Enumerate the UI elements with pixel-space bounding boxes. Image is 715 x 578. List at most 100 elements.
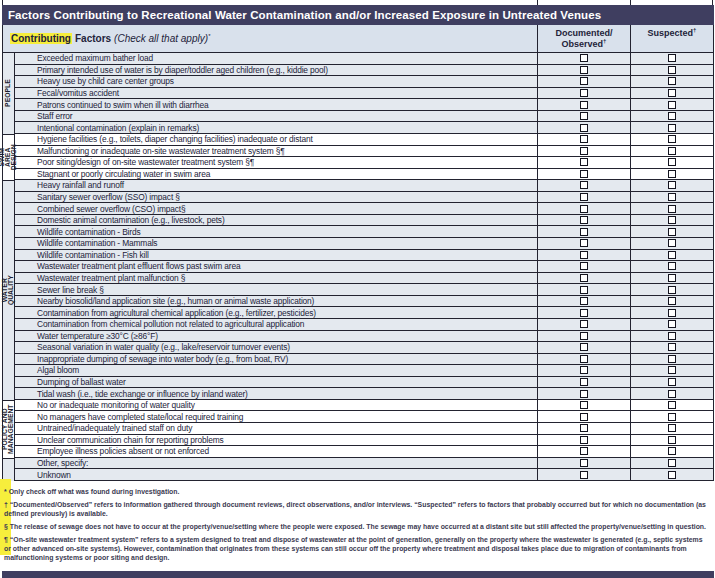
suspected-checkbox[interactable]: [668, 239, 676, 247]
suspected-checkbox[interactable]: [668, 135, 676, 143]
documented-checkbox[interactable]: [580, 112, 588, 120]
suspected-checkbox[interactable]: [668, 390, 676, 398]
suspected-checkbox[interactable]: [668, 436, 676, 444]
table-row: No or inadequate monitoring of water qua…: [3, 400, 714, 412]
suspected-checkbox[interactable]: [668, 77, 676, 85]
documented-checkbox[interactable]: [580, 459, 588, 467]
group-label-text: POLICY AND MANAGEMENT: [2, 405, 14, 454]
documented-checkbox[interactable]: [580, 89, 588, 97]
suspected-checkbox[interactable]: [668, 471, 676, 479]
table-row: Hygiene facilities (e.g., toilets, diape…: [3, 134, 714, 146]
suspected-checkbox[interactable]: [668, 355, 676, 363]
suspected-checkbox[interactable]: [668, 170, 676, 178]
documented-checkbox[interactable]: [580, 228, 588, 236]
footnote-text: The release of sewage does not have to o…: [10, 523, 706, 530]
documented-checkbox[interactable]: [580, 447, 588, 455]
factor-label: Dumping of ballast water: [15, 377, 538, 389]
documented-checkbox[interactable]: [580, 101, 588, 109]
documented-checkbox[interactable]: [580, 239, 588, 247]
suspected-checkbox[interactable]: [668, 205, 676, 213]
table-row: Sanitary sewer overflow (SSO) impact §: [3, 192, 714, 204]
table-row: Wastewater treatment plant malfunction §: [3, 273, 714, 285]
suspected-checkbox[interactable]: [668, 101, 676, 109]
documented-checkbox[interactable]: [580, 309, 588, 317]
suspected-checkbox[interactable]: [668, 112, 676, 120]
documented-checkbox[interactable]: [580, 54, 588, 62]
suspected-checkbox[interactable]: [668, 401, 676, 409]
suspected-checkbox[interactable]: [668, 124, 676, 132]
suspected-checkbox[interactable]: [668, 297, 676, 305]
documented-checkbox[interactable]: [580, 424, 588, 432]
suspected-checkbox[interactable]: [668, 286, 676, 294]
factor-label: Intentional contamination (explain in re…: [15, 122, 538, 134]
documented-checkbox[interactable]: [580, 205, 588, 213]
suspected-checkbox[interactable]: [668, 147, 676, 155]
documented-checkbox[interactable]: [580, 355, 588, 363]
factor-label: Heavy rainfall and runoff: [15, 180, 538, 192]
factor-label: Unclear communication chain for reportin…: [15, 435, 538, 447]
documented-checkbox[interactable]: [580, 413, 588, 421]
suspected-checkbox[interactable]: [668, 343, 676, 351]
documented-checkbox[interactable]: [580, 366, 588, 374]
documented-checkbox[interactable]: [580, 297, 588, 305]
suspected-checkbox[interactable]: [668, 181, 676, 189]
documented-checkbox[interactable]: [580, 343, 588, 351]
footnote-text: Only check off what was found during inv…: [9, 488, 180, 495]
suspected-checkbox[interactable]: [668, 216, 676, 224]
documented-checkbox[interactable]: [580, 170, 588, 178]
documented-checkbox[interactable]: [580, 320, 588, 328]
documented-checkbox[interactable]: [580, 193, 588, 201]
factor-label: Sanitary sewer overflow (SSO) impact §: [15, 192, 538, 204]
documented-checkbox[interactable]: [580, 147, 588, 155]
documented-checkbox[interactable]: [580, 77, 588, 85]
documented-checkbox[interactable]: [580, 262, 588, 270]
suspected-checkbox[interactable]: [668, 366, 676, 374]
suspected-checkbox[interactable]: [668, 424, 676, 432]
suspected-checkbox[interactable]: [668, 447, 676, 455]
documented-checkbox[interactable]: [580, 181, 588, 189]
documented-checkbox[interactable]: [580, 332, 588, 340]
factor-label: Poor siting/design of on-site wastewater…: [15, 157, 538, 169]
group-label-text: WATER QUALITY: [2, 276, 14, 306]
documented-checkbox[interactable]: [580, 401, 588, 409]
documented-checkbox[interactable]: [580, 436, 588, 444]
bottom-divider-bar: [2, 571, 714, 578]
documented-checkbox[interactable]: [580, 216, 588, 224]
suspected-checkbox[interactable]: [668, 274, 676, 282]
documented-checkbox[interactable]: [580, 378, 588, 386]
documented-checkbox[interactable]: [580, 471, 588, 479]
suspected-checkbox[interactable]: [668, 158, 676, 166]
suspected-checkbox[interactable]: [668, 89, 676, 97]
documented-checkbox[interactable]: [580, 251, 588, 259]
documented-checkbox[interactable]: [580, 274, 588, 282]
table-row: Dumping of ballast water: [3, 377, 714, 389]
factor-label: No managers have completed state/local r…: [15, 411, 538, 423]
documented-checkbox[interactable]: [580, 135, 588, 143]
documented-checkbox[interactable]: [580, 124, 588, 132]
factor-label: Inappropriate dumping of sewage into wat…: [15, 354, 538, 366]
suspected-checkbox[interactable]: [668, 262, 676, 270]
documented-checkbox[interactable]: [580, 66, 588, 74]
suspected-checkbox[interactable]: [668, 54, 676, 62]
suspected-checkbox[interactable]: [668, 320, 676, 328]
suspected-checkbox[interactable]: [668, 251, 676, 259]
suspected-checkbox[interactable]: [668, 66, 676, 74]
suspected-checkbox[interactable]: [668, 459, 676, 467]
suspected-checkbox[interactable]: [668, 413, 676, 421]
documented-checkbox[interactable]: [580, 390, 588, 398]
factor-label: Exceeded maximum bather load: [15, 53, 538, 65]
table-row: Untrained/inadequately trained staff on …: [3, 423, 714, 435]
suspected-checkbox[interactable]: [668, 309, 676, 317]
suspected-checkbox[interactable]: [668, 228, 676, 236]
highlighted-word: Contributing: [10, 33, 72, 44]
group-label-policy-and-management: POLICY AND MANAGEMENT: [2, 400, 14, 458]
table-row: Tidal wash (i.e., tide exchange or influ…: [3, 388, 714, 400]
documented-checkbox[interactable]: [580, 286, 588, 294]
suspected-checkbox[interactable]: [668, 193, 676, 201]
suspected-checkbox[interactable]: [668, 378, 676, 386]
table-row: Unknown: [3, 469, 714, 481]
suspected-checkbox[interactable]: [668, 332, 676, 340]
form-sheet: Factors Contributing to Recreational Wat…: [0, 0, 715, 578]
factor-label: Staff error: [15, 111, 538, 123]
documented-checkbox[interactable]: [580, 158, 588, 166]
